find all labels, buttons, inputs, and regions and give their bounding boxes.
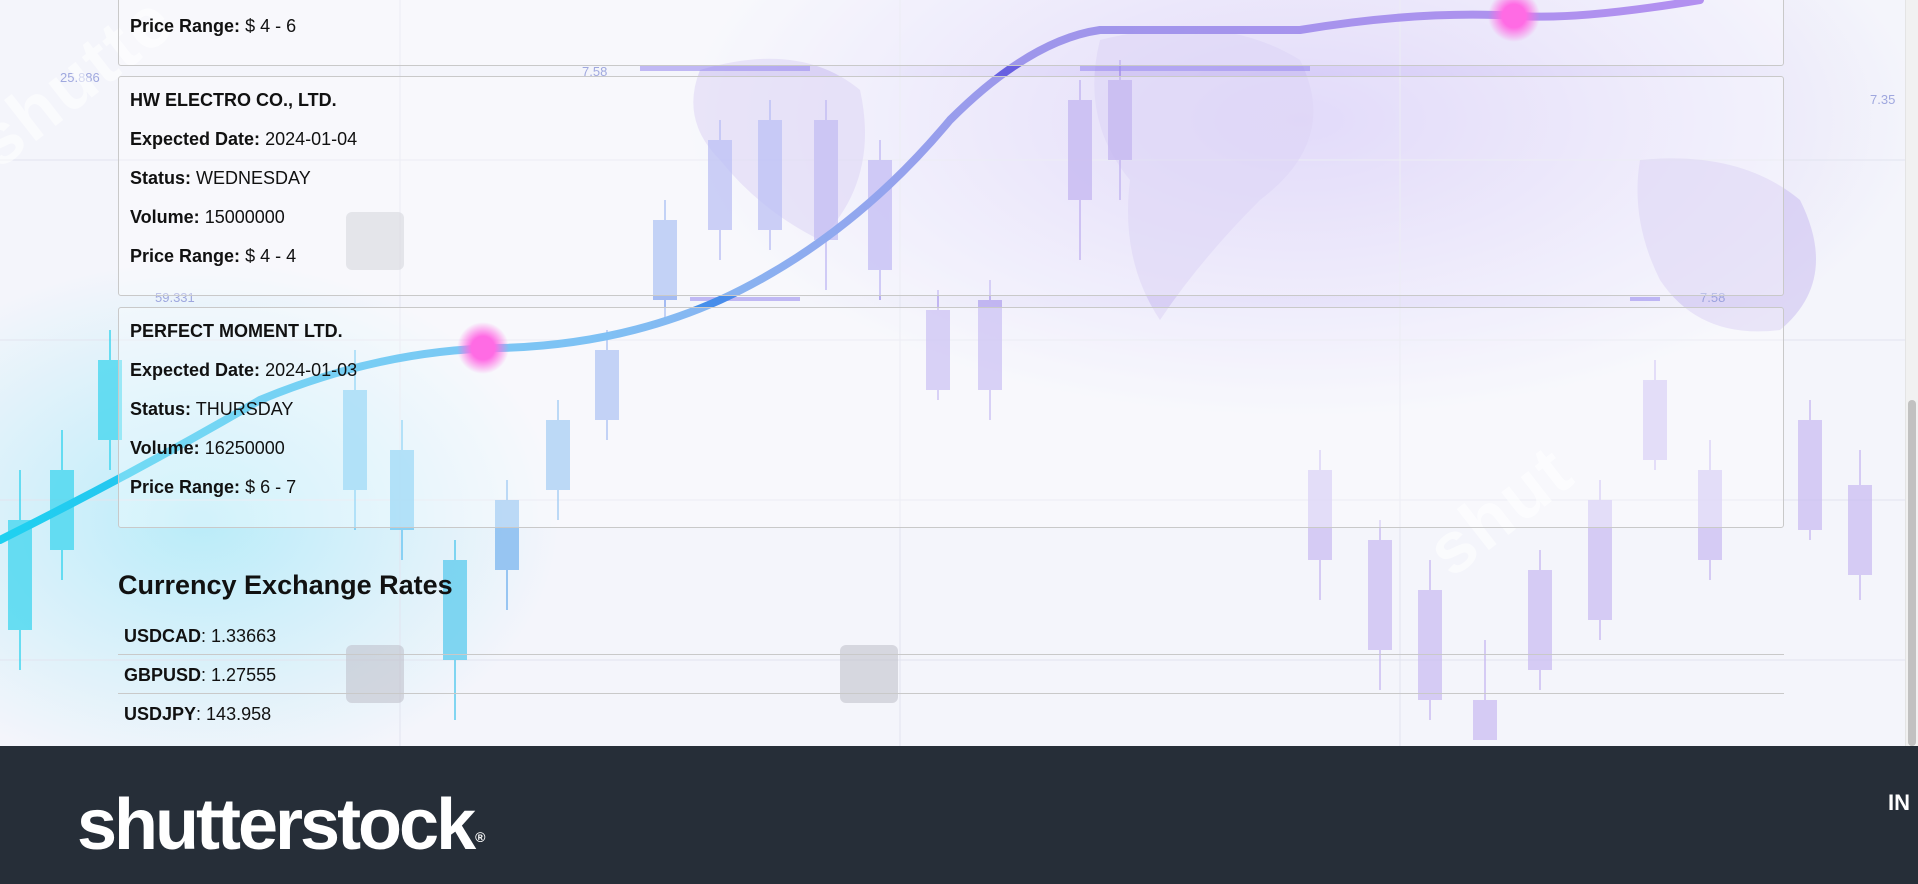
price-range-row: Price Range: $ 4 - 4 bbox=[130, 245, 296, 267]
expected-date-label: Expected Date: bbox=[130, 129, 261, 149]
status-label: Status: bbox=[130, 168, 192, 188]
currency-pair: GBPUSD bbox=[124, 665, 202, 685]
footer-bar bbox=[0, 746, 1918, 884]
status-value: WEDNESDAY bbox=[196, 168, 311, 188]
currency-pair: USDCAD bbox=[124, 626, 202, 646]
currency-rate-value: 1.27555 bbox=[211, 665, 277, 685]
price-range-label: Price Range: bbox=[130, 16, 241, 36]
ipo-listing-card: PERFECT MOMENT LTD. Expected Date: 2024-… bbox=[118, 307, 1784, 528]
status-row: Status: WEDNESDAY bbox=[130, 167, 311, 189]
status-label: Status: bbox=[130, 399, 192, 419]
svg-text:25.886: 25.886 bbox=[60, 70, 100, 85]
price-range-label: Price Range: bbox=[130, 477, 241, 497]
shutterstock-logo: shutterstock ® bbox=[77, 786, 485, 864]
expected-date-value: 2024-01-03 bbox=[265, 360, 358, 380]
volume-row: Volume: 15000000 bbox=[130, 206, 285, 228]
currency-rate-row: USDCAD: 1.33663 bbox=[118, 616, 1784, 655]
currency-rate-value: 143.958 bbox=[206, 704, 272, 724]
volume-label: Volume: bbox=[130, 207, 200, 227]
scrollbar-thumb[interactable] bbox=[1908, 400, 1916, 746]
expected-date-label: Expected Date: bbox=[130, 360, 261, 380]
expected-date-row: Expected Date: 2024-01-04 bbox=[130, 128, 357, 150]
page-scrollbar[interactable] bbox=[1905, 0, 1918, 746]
ipo-listing-card: HW ELECTRO CO., LTD. Expected Date: 2024… bbox=[118, 76, 1784, 296]
volume-value: 16250000 bbox=[204, 438, 285, 458]
volume-value: 15000000 bbox=[204, 207, 285, 227]
price-range-row: Price Range: $ 4 - 6 bbox=[130, 15, 296, 37]
footer-right-text: IN bbox=[1888, 790, 1910, 815]
company-name: HW ELECTRO CO., LTD. bbox=[130, 90, 337, 110]
price-range-row: Price Range: $ 6 - 7 bbox=[130, 476, 296, 498]
expected-date-value: 2024-01-04 bbox=[265, 129, 358, 149]
logo-text: shutterstock bbox=[77, 785, 476, 865]
status-value: THURSDAY bbox=[195, 399, 294, 419]
svg-text:7.35: 7.35 bbox=[1870, 92, 1895, 107]
currency-rate-value: 1.33663 bbox=[211, 626, 277, 646]
price-range-value: $ 6 - 7 bbox=[245, 477, 297, 497]
ipo-listing-card: Price Range: $ 4 - 6 bbox=[118, 0, 1784, 66]
currency-pair: USDJPY bbox=[124, 704, 197, 724]
expected-date-row: Expected Date: 2024-01-03 bbox=[130, 359, 357, 381]
svg-text:59.331: 59.331 bbox=[155, 290, 195, 305]
svg-text:7.58: 7.58 bbox=[1700, 290, 1725, 305]
status-row: Status: THURSDAY bbox=[130, 398, 293, 420]
currency-rate-row: GBPUSD: 1.27555 bbox=[118, 655, 1784, 694]
volume-row: Volume: 16250000 bbox=[130, 437, 285, 459]
watermark-icon bbox=[346, 212, 404, 270]
svg-text:7.58: 7.58 bbox=[582, 64, 607, 79]
price-range-label: Price Range: bbox=[130, 246, 241, 266]
currency-rate-row: USDJPY: 143.958 bbox=[124, 704, 272, 724]
registered-mark: ® bbox=[475, 829, 486, 845]
currency-section-title: Currency Exchange Rates bbox=[118, 570, 453, 600]
volume-label: Volume: bbox=[130, 438, 200, 458]
company-name: PERFECT MOMENT LTD. bbox=[130, 321, 343, 341]
price-range-value: $ 4 - 6 bbox=[245, 16, 297, 36]
price-range-value: $ 4 - 4 bbox=[245, 246, 297, 266]
